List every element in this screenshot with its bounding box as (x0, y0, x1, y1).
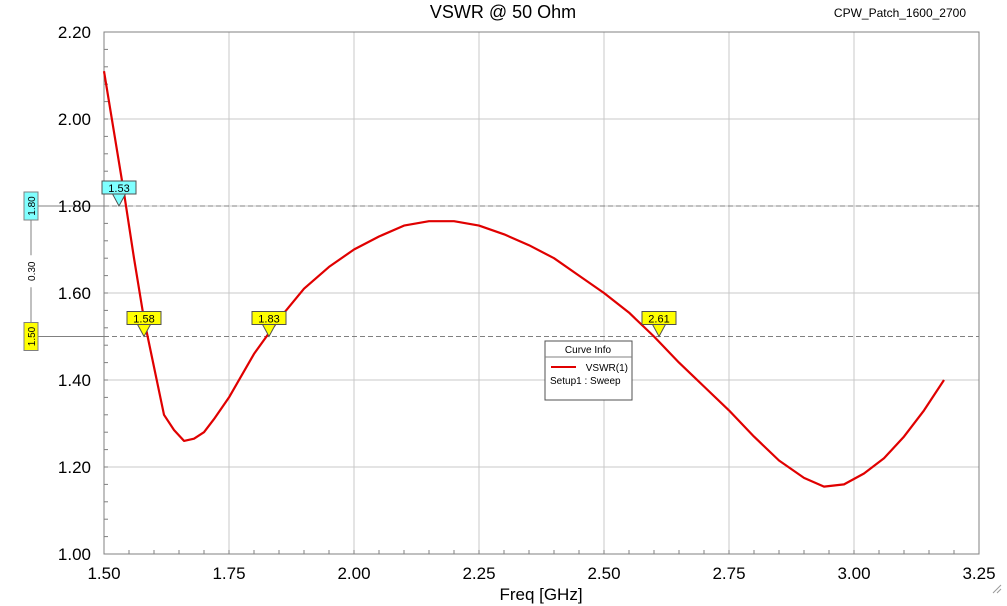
x-tick-label: 3.00 (837, 564, 870, 583)
y-tick-label: 1.80 (58, 197, 91, 216)
y-tick-label: 1.60 (58, 284, 91, 303)
y-tick-label: 1.00 (58, 545, 91, 564)
chart-title: VSWR @ 50 Ohm (430, 2, 576, 22)
marker-label: 2.61 (648, 314, 669, 326)
delta-label: 0.30 (27, 261, 38, 281)
marker-label: 1.58 (133, 314, 154, 326)
marker-label: 1.53 (108, 183, 129, 195)
x-tick-label: 1.50 (87, 564, 120, 583)
marker-label-box (641, 311, 677, 325)
series-layer (102, 71, 945, 488)
y-tick-label: 1.20 (58, 458, 91, 477)
marker-label-box (101, 180, 137, 195)
x-tick-label: 2.50 (587, 564, 620, 583)
corner-resize-icon[interactable] (992, 584, 1002, 594)
plot-frame (103, 31, 980, 555)
legend-title: Curve Info (565, 345, 612, 356)
marker-label-box (251, 311, 287, 325)
legend-subentry: Setup1 : Sweep (550, 376, 621, 387)
reference-label: 1.80 (27, 196, 38, 216)
series-line-vswr (102, 71, 945, 488)
marker-label-box (126, 311, 162, 325)
x-tick-label: 2.25 (462, 564, 495, 583)
x-tick-label: 2.00 (337, 564, 370, 583)
legend-entry: VSWR(1) (586, 363, 628, 374)
markers: 1.53 1.58 1.83 2.61 (101, 180, 677, 338)
reference-lines: 1.80 1.50 0.30 (23, 191, 979, 351)
y-tick-label: 2.20 (58, 23, 91, 42)
project-name: CPW_Patch_1600_2700 (834, 6, 966, 20)
marker-label: 1.83 (258, 314, 279, 326)
x-tick-label: 1.75 (212, 564, 245, 583)
x-tick-label: 3.25 (962, 564, 995, 583)
legend-box[interactable]: Curve Info VSWR(1) Setup1 : Sweep (544, 340, 633, 401)
y-tick-label: 1.40 (58, 371, 91, 390)
x-tick-label: 2.75 (712, 564, 745, 583)
reference-label: 1.50 (27, 326, 38, 346)
x-axis-title: Freq [GHz] (499, 585, 582, 604)
tick-labels: 1.50 1.75 2.00 2.25 2.50 2.75 3.00 3.25 1.00 1.20… (58, 23, 996, 583)
y-tick-label: 2.00 (58, 110, 91, 129)
